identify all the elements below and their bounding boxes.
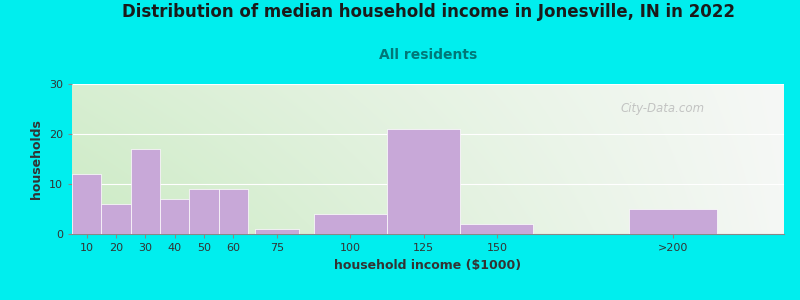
Bar	[460, 224, 534, 234]
Bar	[72, 174, 102, 234]
Text: All residents: All residents	[379, 48, 477, 62]
Y-axis label: households: households	[30, 119, 43, 199]
Bar	[629, 209, 717, 234]
Bar	[102, 204, 130, 234]
Text: Distribution of median household income in Jonesville, IN in 2022: Distribution of median household income …	[122, 3, 734, 21]
Bar	[190, 189, 218, 234]
X-axis label: household income ($1000): household income ($1000)	[334, 259, 522, 272]
Bar	[314, 214, 387, 234]
Bar	[255, 229, 299, 234]
Bar	[160, 199, 190, 234]
Bar	[218, 189, 248, 234]
Bar	[387, 129, 460, 234]
Text: City-Data.com: City-Data.com	[620, 102, 704, 115]
Bar	[130, 149, 160, 234]
